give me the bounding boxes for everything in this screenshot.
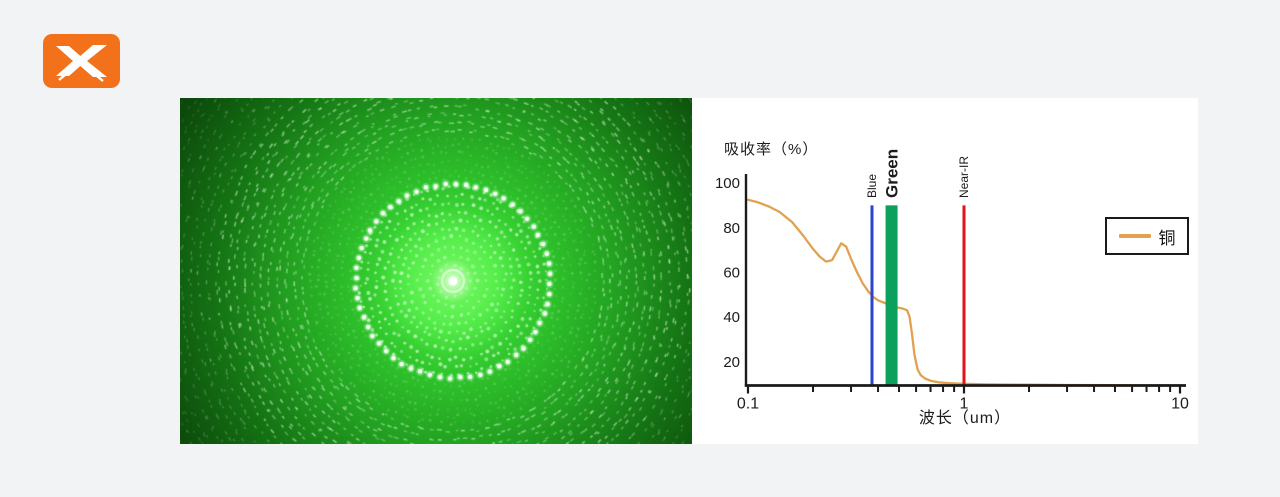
y-tick-label-60: 60 [723, 265, 740, 282]
marker-label-near-ir: Near-IR [957, 156, 971, 198]
laser-diffraction-image [180, 98, 692, 444]
y-axis-title: 吸收率（%） [724, 141, 819, 158]
y-tick-label-40: 40 [723, 309, 740, 326]
marker-label-blue: Blue [865, 174, 879, 198]
marker-label-green: Green [883, 149, 902, 198]
y-tick-label-80: 80 [723, 220, 740, 237]
y-tick-label-100: 100 [715, 175, 740, 192]
y-tick-label-20: 20 [723, 354, 740, 371]
x-tick-label-10: 10 [1171, 396, 1189, 413]
brand-logo [43, 34, 120, 88]
x-axis-title: 波长（um） [918, 410, 1012, 427]
legend-box: 铜 [1105, 217, 1189, 255]
hero-figure: 吸收率（%） Blue Green Near-IR 100 80 60 40 20 0.1 1 10… [180, 98, 1198, 444]
x-tick-label-1: 1 [960, 396, 969, 413]
legend-label: 铜 [1158, 228, 1176, 248]
absorption-chart-panel: 吸收率（%） Blue Green Near-IR 100 80 60 40 20 0.1 1 10… [692, 98, 1198, 444]
marker-band-green [885, 205, 898, 386]
brand-logo-icon [43, 34, 120, 88]
legend-line-swatch [1118, 234, 1151, 238]
absorption-chart: Blue Green Near-IR 100 80 60 40 20 0.1 1 10 [715, 149, 1189, 413]
x-tick-label-0.1: 0.1 [737, 396, 759, 413]
